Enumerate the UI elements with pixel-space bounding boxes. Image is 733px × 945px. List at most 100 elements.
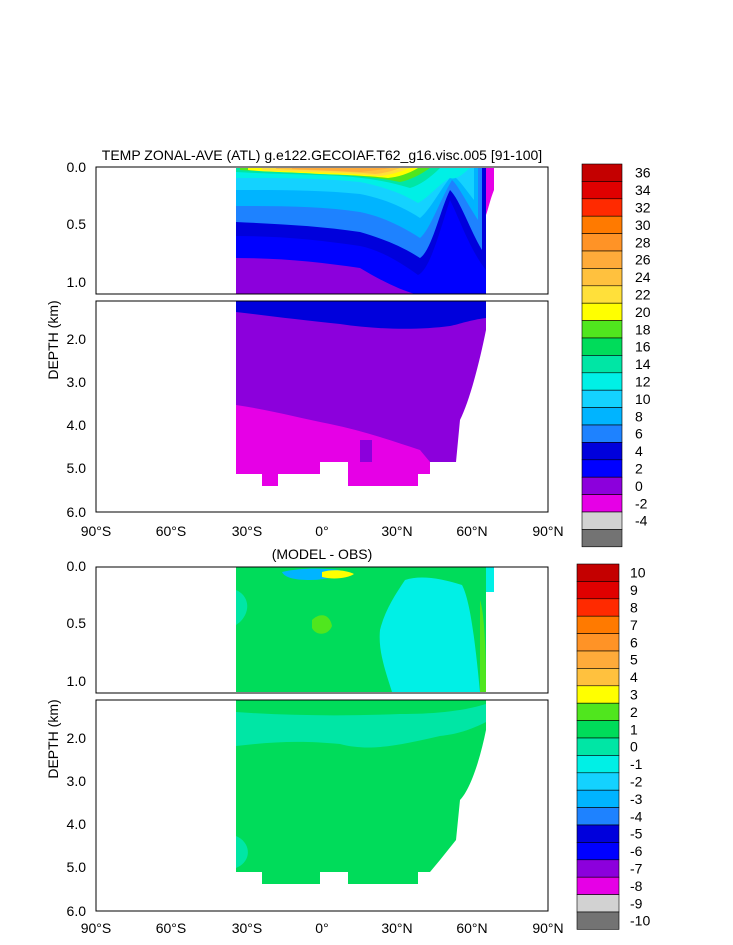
colorbar-label: 0	[630, 739, 638, 755]
colorbar-swatch	[576, 755, 620, 774]
panel1-ylabel: DEPTH (km)	[45, 300, 61, 379]
colorbar-label: 20	[635, 304, 651, 320]
contour-fill	[480, 600, 486, 692]
contour-fill	[236, 405, 430, 486]
colorbar-label: -5	[630, 826, 643, 842]
panel2-lower-frame	[95, 699, 549, 912]
colorbar-swatch	[581, 181, 623, 200]
panel2-axes: 0.0 0.5 1.0 2.0 3.0 4.0 5.0 6.0 90°S 60°…	[67, 558, 564, 936]
colorbar-label: 16	[635, 339, 651, 355]
xtick-label: 90°N	[532, 920, 563, 936]
panel2-upper-frame	[95, 566, 549, 694]
xtick-label: 60°S	[156, 523, 187, 539]
colorbar-swatch	[576, 563, 620, 582]
colorbar-label: 30	[635, 217, 651, 233]
colorbar-swatch	[581, 372, 623, 391]
xtick-label: 60°N	[456, 920, 487, 936]
contour-fill	[312, 615, 332, 634]
xtick-label: 90°S	[81, 920, 112, 936]
xtick-label: 60°N	[456, 523, 487, 539]
ytick-label: 6.0	[67, 903, 87, 919]
xtick-label: 90°S	[81, 523, 112, 539]
colorbar-label: -10	[630, 913, 650, 929]
colorbar-swatch	[581, 285, 623, 304]
colorbar-label: 0	[635, 478, 643, 494]
colorbar-label: 32	[635, 200, 651, 216]
colorbar-swatch	[576, 581, 620, 600]
contour-fill	[486, 168, 494, 215]
colorbar-label: 14	[635, 356, 651, 372]
colorbar-swatch	[576, 876, 620, 895]
ytick-label: 4.0	[67, 816, 87, 832]
colorbar-label: -6	[630, 843, 643, 859]
panel1-title: TEMP ZONAL-AVE (ATL) g.e122.GECOIAF.T62_…	[102, 147, 542, 163]
colorbar-swatch	[581, 198, 623, 217]
colorbar-label: 6	[630, 634, 638, 650]
ytick-label: 0.0	[67, 159, 87, 175]
colorbar-label: 34	[635, 182, 651, 198]
contour-fill	[360, 440, 372, 462]
colorbar-swatch	[576, 842, 620, 861]
ytick-label: 2.0	[67, 331, 87, 347]
colorbar-swatch	[576, 615, 620, 634]
colorbar-swatch	[576, 772, 620, 791]
contour-fill	[486, 567, 494, 592]
colorbar-swatch	[576, 598, 620, 617]
contour-fill	[379, 577, 480, 692]
contour-fill	[322, 570, 354, 579]
xtick-label: 0°	[315, 920, 328, 936]
colorbar-swatch	[576, 824, 620, 843]
colorbar-swatch	[581, 215, 623, 234]
colorbar-swatch	[581, 250, 623, 269]
colorbar-swatch	[576, 911, 620, 930]
colorbar-swatch	[581, 355, 623, 374]
colorbar-label: -9	[630, 895, 643, 911]
colorbar-label: 36	[635, 165, 651, 181]
panel1-axes: 0.0 0.5 1.0 2.0 3.0 4.0 5.0 6.0 90°S 60°…	[67, 159, 564, 539]
panel2-lower-contours	[236, 700, 486, 884]
colorbar-swatch	[581, 494, 623, 513]
colorbar-label: -1	[630, 756, 643, 772]
contour-fill	[236, 700, 486, 716]
colorbar-label: 7	[630, 617, 638, 633]
colorbar-label: -2	[630, 774, 643, 790]
xtick-label: 30°N	[381, 523, 412, 539]
colorbar-label: 4	[635, 443, 643, 459]
colorbar-swatch	[576, 685, 620, 704]
colorbar-label: 2	[630, 704, 638, 720]
xtick-label: 90°N	[532, 523, 563, 539]
ytick-label: 5.0	[67, 859, 87, 875]
contour-fill	[292, 168, 390, 172]
colorbar-swatch	[576, 650, 620, 669]
ytick-label: 0.5	[67, 615, 87, 631]
colorbar-swatch	[576, 702, 620, 721]
ytick-label: 0.5	[67, 216, 87, 232]
colorbar-swatch	[581, 424, 623, 443]
colorbar-label: 1	[630, 721, 638, 737]
colorbar-swatch	[581, 476, 623, 495]
colorbar-label: 9	[630, 582, 638, 598]
ytick-label: 1.0	[67, 274, 87, 290]
colorbar-swatch	[576, 737, 620, 756]
colorbar-label: 28	[635, 234, 651, 250]
colorbar-swatch	[581, 302, 623, 321]
colorbar-label: 10	[635, 391, 651, 407]
panel2-upper-contours	[236, 567, 494, 692]
panel-model-minus-obs: (MODEL - OBS) DEPTH (km) 0.0 0.5 1.0 2.0…	[45, 546, 650, 936]
colorbar-swatch	[576, 633, 620, 652]
colorbar-swatch	[576, 720, 620, 739]
colorbar-swatch	[581, 529, 623, 548]
colorbar-label: 12	[635, 374, 651, 390]
xtick-label: 30°N	[381, 920, 412, 936]
colorbar-swatch	[581, 163, 623, 182]
colorbar-swatch	[581, 389, 623, 408]
ytick-label: 0.0	[67, 558, 87, 574]
xtick-label: 30°S	[232, 920, 263, 936]
colorbar-swatch	[581, 459, 623, 478]
colorbar-label: 5	[630, 652, 638, 668]
colorbar-label: 8	[635, 408, 643, 424]
colorbar-swatch	[581, 407, 623, 426]
ytick-label: 5.0	[67, 460, 87, 476]
contour-fill	[236, 301, 486, 329]
